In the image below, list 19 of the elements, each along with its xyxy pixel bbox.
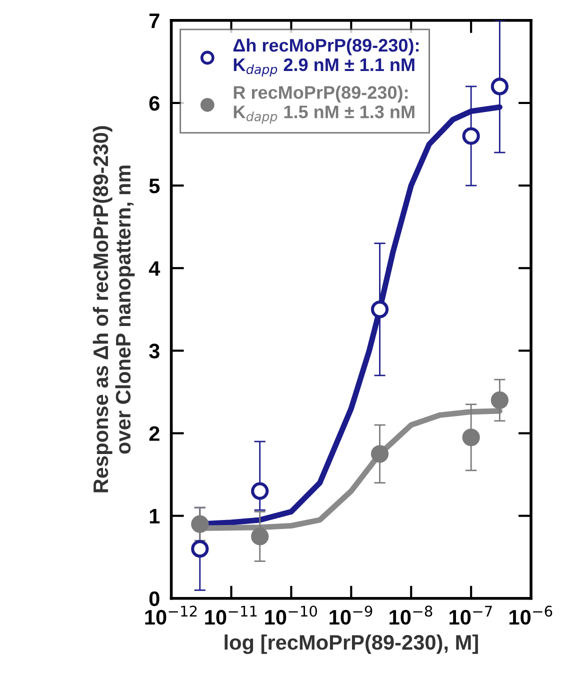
y-tick-label: 0 [149, 591, 160, 606]
y-tick-label: 3 [149, 344, 160, 358]
legend-label: Δh recMoPrP(89-230): K$_{dapp}$ 2.9 nM ± 1.1 nM [233, 38, 419, 77]
x-tick-label: 10$^{−8}$ [390, 606, 432, 625]
y-tick-label: 2 [149, 426, 160, 441]
x-tick-label: 10$^{−10}$ [265, 606, 317, 625]
y-tick-label: 4 [148, 261, 160, 276]
x-axis-title: log [recMoPrP(89-230), M] [224, 634, 478, 654]
y-tick-label: 6 [149, 96, 160, 111]
y-tick-label: 7 [150, 14, 160, 28]
x-tick-label: 10$^{−12}$ [145, 606, 197, 625]
y-tick-label: 1 [150, 509, 160, 524]
legend-label: R recMoPrP(89-230): K$_{dapp}$ 1.5 nM ± 1.3 nM [234, 86, 414, 124]
x-tick-label: 10$^{−11}$ [205, 606, 257, 625]
x-tick-label: 10$^{−9}$ [330, 606, 372, 625]
x-tick-label: 10$^{−7}$ [450, 606, 492, 625]
x-tick-label: 10$^{−6}$ [510, 606, 552, 625]
y-tick-label: 5 [149, 178, 160, 194]
y-axis-title: Response as Δh of recMoPrP(89-230) over CloneP nanopattern, nm [92, 126, 135, 492]
